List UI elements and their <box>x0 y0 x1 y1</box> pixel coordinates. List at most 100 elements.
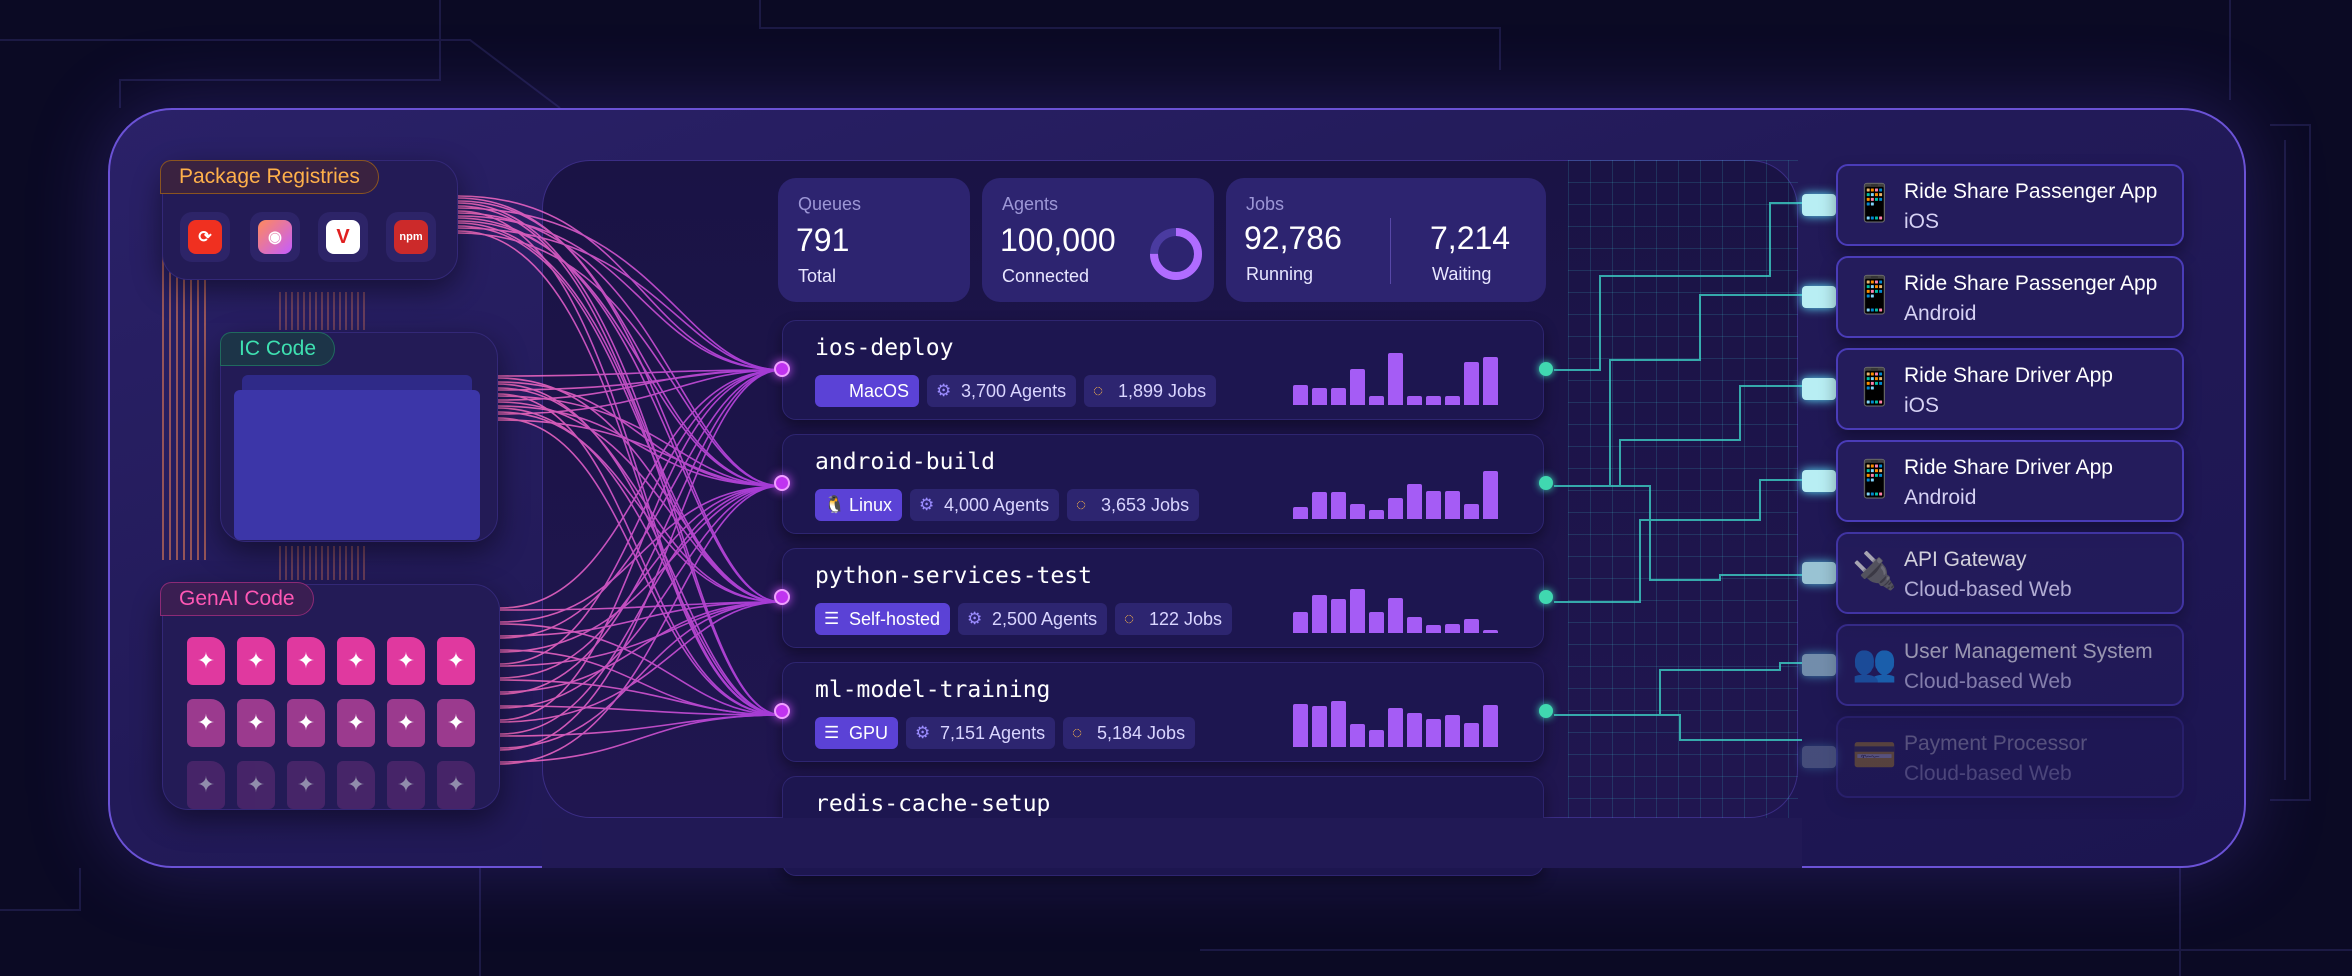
ai-sparkle-doc-icon: ✦ <box>187 761 225 809</box>
agents-badge[interactable]: ⚙ 3,700 Agents <box>927 375 1077 407</box>
ai-sparkle-doc-icon: ✦ <box>237 637 275 685</box>
agents-badge[interactable]: ⚙ 2,500 Agents <box>958 603 1108 635</box>
os-badge[interactable]: ☰ Self-hosted <box>815 603 951 635</box>
target-title: Ride Share Driver App <box>1904 456 2113 479</box>
activity-bar <box>1312 706 1327 747</box>
app-connector <box>1802 470 1836 492</box>
jobs-badge[interactable]: ◌ 122 Jobs <box>1115 603 1233 635</box>
package-registries-label: Package Registries <box>160 160 379 194</box>
jobs-waiting-value: 7,214 <box>1430 220 1511 256</box>
activity-bar <box>1293 612 1308 633</box>
os-badge[interactable]: ☰ GPU <box>815 717 899 749</box>
agents-count: 2,500 Agents <box>992 609 1098 629</box>
deploy-target-card[interactable]: 📱 Ride Share Driver App Android <box>1836 440 2184 522</box>
os-badge[interactable]: MacOS <box>815 375 920 407</box>
v-registry-icon[interactable]: V <box>318 212 368 262</box>
activity-bar <box>1388 598 1403 633</box>
activity-bar <box>1350 589 1365 633</box>
deploy-target-card[interactable]: 💳 Payment Processor Cloud-based Web <box>1836 716 2184 798</box>
agents-stat-card[interactable]: Agents 100,000 Connected <box>982 178 1214 302</box>
circleci-icon[interactable]: ⟳ <box>180 212 230 262</box>
agents-badge[interactable]: ⚙ 7,151 Agents <box>906 717 1056 749</box>
activity-bar <box>1445 396 1460 405</box>
ai-sparkle-doc-icon: ✦ <box>187 637 225 685</box>
activity-bar <box>1293 507 1308 519</box>
activity-bar-chart <box>1293 575 1509 633</box>
phone-icon: 📱 <box>1852 458 1897 499</box>
pipeline-name: redis-cache-setup <box>815 791 1051 817</box>
pipeline-row-ios-deploy[interactable]: ios-deploy MacOS ⚙ 3,700 Agents ◌ 1,899 Jobs <box>782 320 1544 420</box>
ai-sparkle-doc-icon: ✦ <box>337 761 375 809</box>
os-label: MacOS <box>849 381 910 401</box>
activity-bar <box>1350 724 1365 747</box>
pipeline-name: python-services-test <box>815 563 1092 589</box>
jobs-stat-card[interactable]: Jobs 92,786 Running 7,214 Waiting <box>1226 178 1546 302</box>
target-title: Ride Share Passenger App <box>1904 272 2158 295</box>
app-connector <box>1802 194 1836 216</box>
activity-bar <box>1407 713 1422 747</box>
queues-value: 791 <box>796 222 850 258</box>
ic-code-label: IC Code <box>220 332 336 366</box>
activity-bar <box>1350 504 1365 519</box>
activity-bar-chart <box>1293 689 1509 747</box>
activity-bar <box>1388 708 1403 747</box>
pipeline-row-ml-model-training[interactable]: ml-model-training ☰ GPU ⚙ 7,151 Agents ◌ 5,184… <box>782 662 1544 762</box>
gear-icon: ⚙ <box>919 495 935 514</box>
gradient-registry-icon[interactable]: ◉ <box>250 212 300 262</box>
pipeline-name: ios-deploy <box>815 335 954 361</box>
server-icon: ☰ <box>824 723 840 742</box>
pipeline-row-android-build[interactable]: android-build 🐧 Linux ⚙ 4,000 Agents ◌ 3,653 J… <box>782 434 1544 534</box>
target-title: Ride Share Passenger App <box>1904 180 2158 203</box>
activity-bar <box>1483 705 1498 747</box>
card-icon: 💳 <box>1852 734 1897 775</box>
ai-sparkle-doc-icon: ✦ <box>437 699 475 747</box>
activity-bar <box>1331 492 1346 519</box>
jobs-badge[interactable]: ◌ 3,653 Jobs <box>1067 489 1200 521</box>
activity-bar <box>1369 510 1384 519</box>
pipeline-name: ml-model-training <box>815 677 1051 703</box>
spinner-icon: ◌ <box>1124 609 1135 628</box>
input-port <box>774 361 790 377</box>
os-label: Linux <box>849 495 893 515</box>
input-port <box>774 703 790 719</box>
activity-bar <box>1369 396 1384 405</box>
npm-icon[interactable]: npm <box>386 212 436 262</box>
jobs-badge[interactable]: ◌ 5,184 Jobs <box>1063 717 1196 749</box>
deploy-target-card[interactable]: 📱 Ride Share Passenger App iOS <box>1836 164 2184 246</box>
jobs-count: 5,184 Jobs <box>1097 723 1186 743</box>
target-title: API Gateway <box>1904 548 2027 571</box>
spinner-icon: ◌ <box>1076 495 1087 514</box>
ai-sparkle-doc-icon: ✦ <box>437 761 475 809</box>
pipeline-row-python-services-test[interactable]: python-services-test ☰ Self-hosted ⚙ 2,500 A… <box>782 548 1544 648</box>
jobs-running-label: Running <box>1246 264 1314 284</box>
deploy-target-card[interactable]: 📱 Ride Share Driver App iOS <box>1836 348 2184 430</box>
genai-code-card: ✦ ✦ ✦ ✦ ✦ ✦ ✦ ✦ ✦ ✦ ✦ ✦ ✦ ✦ ✦ ✦ ✦ ✦ <box>162 584 500 810</box>
app-connector <box>1802 286 1836 308</box>
target-platform: Cloud-based Web <box>1904 762 2072 785</box>
activity-bar-chart <box>1293 461 1509 519</box>
os-badge[interactable]: 🐧 Linux <box>815 489 903 521</box>
deploy-target-card[interactable]: 👥 User Management System Cloud-based Web <box>1836 624 2184 706</box>
ai-sparkle-doc-icon: ✦ <box>287 761 325 809</box>
activity-bar <box>1293 385 1308 405</box>
deploy-target-card[interactable]: 🔌 API Gateway Cloud-based Web <box>1836 532 2184 614</box>
jobs-count: 1,899 Jobs <box>1118 381 1207 401</box>
target-title: User Management System <box>1904 640 2153 663</box>
queues-stat-card[interactable]: Queues 791 Total <box>778 178 970 302</box>
ai-sparkle-doc-icon: ✦ <box>237 761 275 809</box>
agents-label: Agents <box>1002 194 1059 214</box>
deploy-target-card[interactable]: 📱 Ride Share Passenger App Android <box>1836 256 2184 338</box>
spinner-icon: ◌ <box>1093 381 1104 400</box>
activity-bar <box>1293 704 1308 747</box>
activity-bar <box>1426 491 1441 519</box>
agents-ring-chart <box>1150 228 1202 280</box>
activity-bar <box>1312 595 1327 633</box>
target-platform: iOS <box>1904 394 1940 417</box>
agents-badge[interactable]: ⚙ 4,000 Agents <box>910 489 1060 521</box>
jobs-waiting-label: Waiting <box>1432 264 1492 284</box>
app-connector <box>1802 562 1836 584</box>
output-port <box>1539 590 1553 604</box>
jobs-badge[interactable]: ◌ 1,899 Jobs <box>1084 375 1217 407</box>
os-label: GPU <box>849 723 889 743</box>
queues-label: Queues <box>798 194 862 214</box>
